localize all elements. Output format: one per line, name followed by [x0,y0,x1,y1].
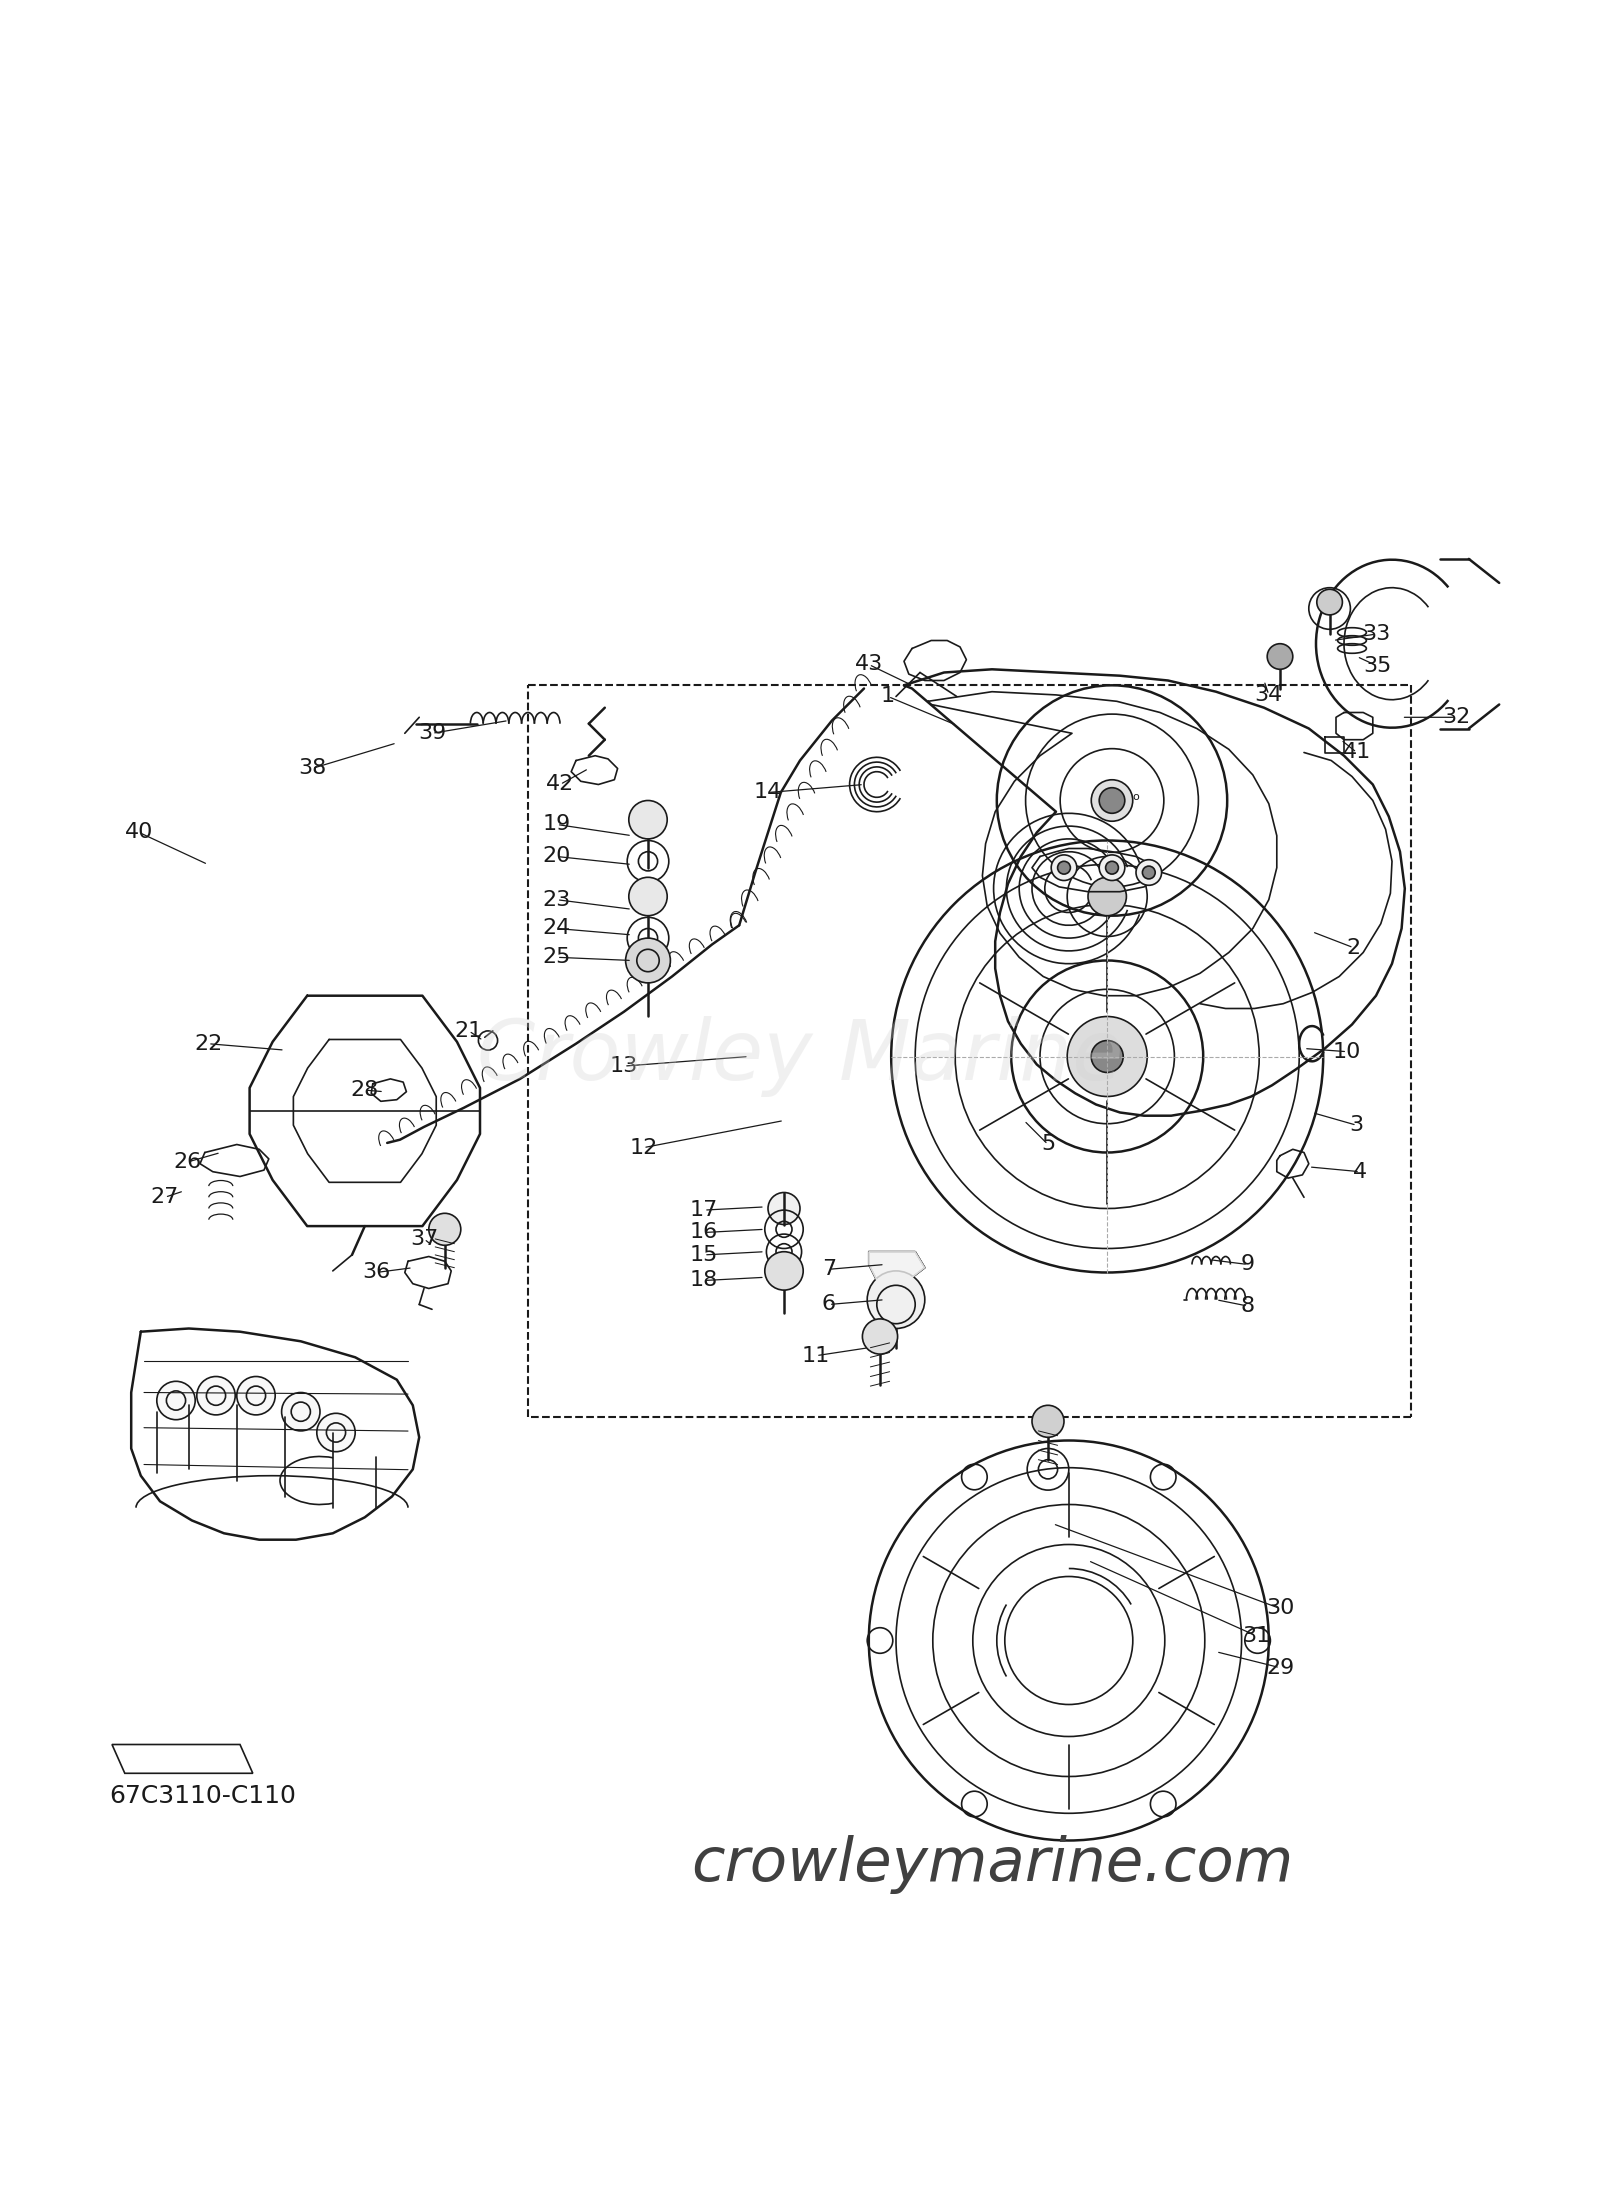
Text: 43: 43 [854,654,883,674]
Text: 22: 22 [194,1034,222,1054]
Text: 14: 14 [754,782,782,802]
Text: 7: 7 [822,1259,835,1279]
Text: FWD: FWD [162,1750,206,1767]
Text: 29: 29 [1266,1657,1294,1677]
Text: 33: 33 [1362,625,1390,645]
Circle shape [765,1253,803,1290]
Text: Crowley Marine: Crowley Marine [477,1016,1123,1098]
Text: 18: 18 [690,1270,718,1290]
Circle shape [862,1319,898,1354]
Text: 42: 42 [546,775,574,795]
Text: 28: 28 [350,1080,379,1100]
Text: 38: 38 [298,758,326,778]
Circle shape [317,1414,355,1451]
Text: 3: 3 [1350,1116,1363,1135]
Circle shape [1317,590,1342,614]
Circle shape [1099,789,1125,813]
Text: 11: 11 [802,1345,830,1365]
Text: 40: 40 [125,822,154,842]
Circle shape [1088,877,1126,917]
Circle shape [629,877,667,917]
Text: 20: 20 [542,846,571,866]
Text: 36: 36 [362,1264,390,1283]
Text: 21: 21 [454,1021,483,1040]
Text: 15: 15 [690,1246,718,1266]
Circle shape [429,1213,461,1246]
Circle shape [1136,859,1162,886]
Circle shape [1142,866,1155,879]
Text: 8: 8 [1242,1297,1254,1317]
Polygon shape [869,1253,925,1283]
Text: 27: 27 [150,1186,179,1208]
Text: 30: 30 [1266,1599,1294,1619]
Circle shape [626,939,670,983]
Text: 10: 10 [1333,1043,1362,1063]
Text: 25: 25 [542,948,571,968]
Text: 2: 2 [1347,937,1360,959]
Text: 6: 6 [822,1294,835,1314]
Text: 26: 26 [173,1153,202,1173]
Circle shape [1032,1405,1064,1438]
Circle shape [1067,1016,1147,1096]
Circle shape [1267,643,1293,669]
Text: 17: 17 [690,1199,718,1219]
Circle shape [237,1376,275,1416]
Text: 32: 32 [1442,707,1470,727]
Circle shape [629,800,667,839]
Circle shape [1099,855,1125,881]
Circle shape [1051,855,1077,881]
Text: 41: 41 [1342,742,1371,762]
Text: 34: 34 [1254,685,1283,705]
Text: 16: 16 [690,1222,718,1241]
Text: o: o [1133,793,1139,802]
Text: 12: 12 [629,1138,658,1158]
Circle shape [1091,1040,1123,1074]
Text: 9: 9 [1242,1255,1254,1275]
Circle shape [157,1381,195,1420]
Circle shape [197,1376,235,1416]
Text: 23: 23 [542,890,571,910]
Circle shape [1091,780,1133,822]
Circle shape [282,1392,320,1431]
Circle shape [768,1193,800,1224]
Text: crowleymarine.com: crowleymarine.com [691,1836,1293,1893]
Text: 37: 37 [410,1228,438,1248]
Circle shape [1058,862,1070,875]
Text: 19: 19 [542,815,571,835]
Text: 67C3110-C110: 67C3110-C110 [109,1783,296,1807]
Text: 5: 5 [1042,1135,1054,1155]
Text: 13: 13 [610,1056,638,1076]
Text: 1: 1 [882,687,894,707]
Text: 31: 31 [1242,1626,1270,1646]
Text: 39: 39 [418,722,446,742]
Circle shape [867,1270,925,1328]
Polygon shape [112,1745,253,1774]
Circle shape [1106,862,1118,875]
Text: 24: 24 [542,919,571,939]
Text: 4: 4 [1354,1162,1366,1182]
Text: 35: 35 [1363,656,1392,676]
